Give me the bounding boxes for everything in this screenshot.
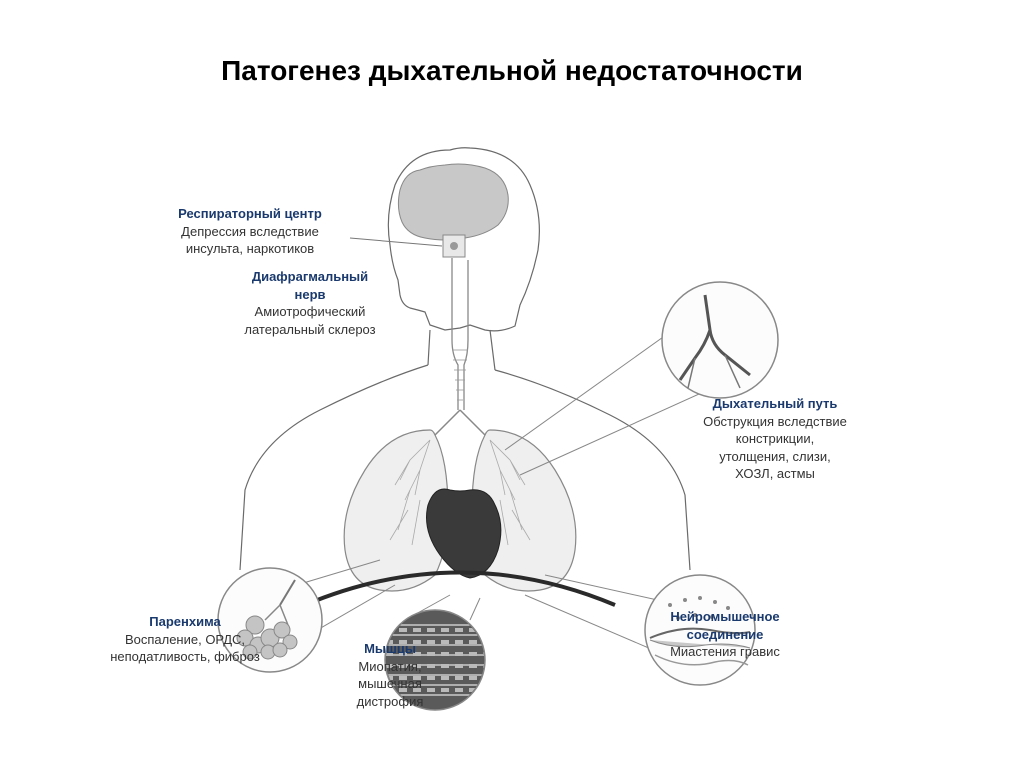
label-desc: Обструкция вследствиеконстрикции,утолщен…	[680, 413, 870, 483]
label-title: Диафрагмальныйнерв	[225, 268, 395, 303]
label-neuromuscular: Нейромышечноесоединение Миастения гравис	[630, 608, 820, 661]
label-title: Мышцы	[325, 640, 455, 658]
label-desc: Миастения гравис	[630, 643, 820, 661]
label-title: Нейромышечноесоединение	[630, 608, 820, 643]
label-respiratory-center: Респираторный центр Депрессия вследствие…	[150, 205, 350, 258]
label-muscles: Мышцы Миопатия,мышечнаядистрофия	[325, 640, 455, 710]
label-desc: Амиотрофическийлатеральный склероз	[225, 303, 395, 338]
label-airway: Дыхательный путь Обструкция вследствиеко…	[680, 395, 870, 483]
label-title: Дыхательный путь	[680, 395, 870, 413]
label-title: Паренхима	[85, 613, 285, 631]
label-desc: Депрессия вследствиеинсульта, наркотиков	[150, 223, 350, 258]
label-phrenic-nerve: Диафрагмальныйнерв Амиотрофическийлатера…	[225, 268, 395, 338]
label-desc: Миопатия,мышечнаядистрофия	[325, 658, 455, 711]
airway-detail	[662, 282, 778, 398]
label-desc: Воспаление, ОРДС,неподатливость, фиброз	[85, 631, 285, 666]
page-title: Патогенез дыхательной недостаточности	[0, 55, 1024, 87]
label-title: Респираторный центр	[150, 205, 350, 223]
label-parenchyma: Паренхима Воспаление, ОРДС,неподатливост…	[85, 613, 285, 666]
